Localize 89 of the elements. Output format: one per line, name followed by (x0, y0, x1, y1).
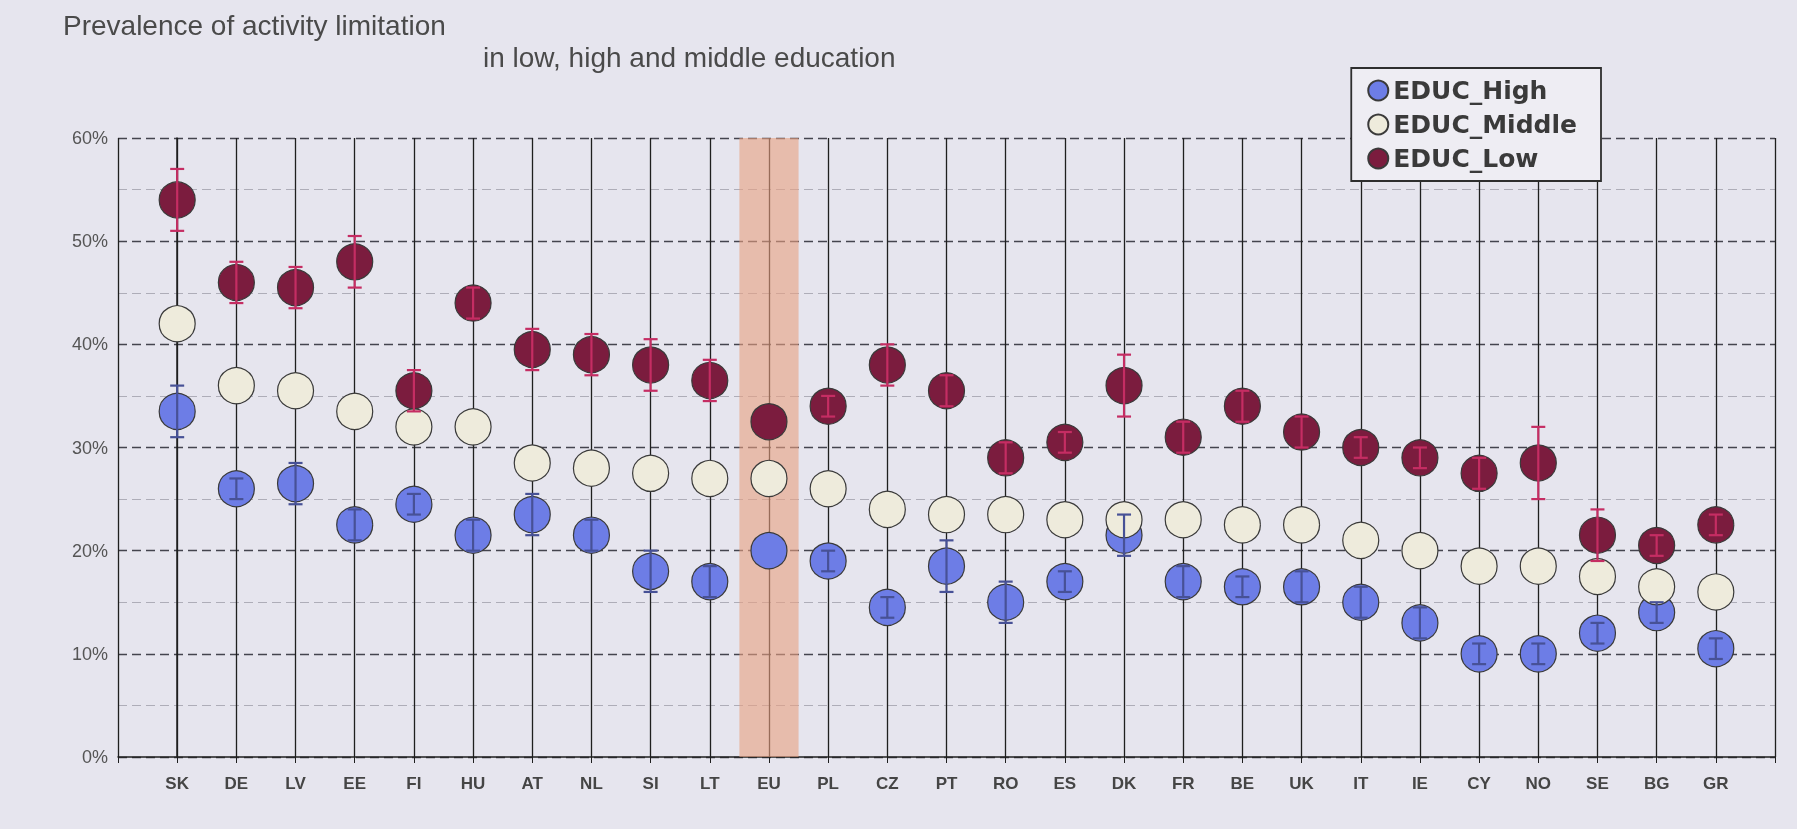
x-tick-label: RO (992, 774, 1019, 793)
point (158, 305, 196, 343)
x-tick-label: SI (642, 774, 659, 793)
point (868, 588, 906, 626)
point (927, 495, 966, 534)
point (1578, 557, 1617, 596)
point (1105, 367, 1143, 405)
point (1697, 630, 1735, 668)
point (868, 490, 906, 528)
point (572, 449, 611, 487)
point (1342, 521, 1380, 559)
point (217, 263, 255, 302)
point (1342, 428, 1380, 467)
point (809, 470, 847, 508)
x-tick-label: HU (460, 774, 486, 793)
x-tick-label: NO (1525, 774, 1552, 793)
x-tick-label: NL (580, 774, 603, 793)
y-tick-label: 10% (71, 643, 108, 664)
x-tick-label: IE (1411, 774, 1428, 793)
point (395, 408, 433, 446)
point (691, 361, 729, 400)
point (395, 372, 433, 410)
x-tick-label: LT (700, 774, 721, 793)
y-tick-label: 60% (71, 128, 108, 148)
x-tick-label: BG (1643, 774, 1670, 793)
point (1519, 444, 1557, 482)
chart-subtitle: in low, high and middle education (483, 41, 896, 73)
y-tick-label: 20% (71, 540, 108, 561)
point (691, 459, 729, 498)
point (276, 372, 315, 410)
x-tick-label: DE (224, 774, 249, 793)
point (158, 392, 196, 430)
x-tick-label: SE (1586, 774, 1609, 793)
point (750, 403, 788, 441)
point (1223, 506, 1261, 544)
point (1283, 506, 1321, 544)
x-tick-label: PL (817, 774, 840, 793)
point (1697, 573, 1735, 611)
point (987, 583, 1025, 621)
legend-label: EDUC_High (1393, 76, 1548, 105)
point (336, 392, 374, 430)
chart-title: Prevalence of activity limitation (63, 9, 446, 41)
point (1105, 501, 1143, 539)
point (513, 330, 551, 369)
point (809, 542, 847, 580)
point (1460, 547, 1498, 585)
x-tick-label: EU (757, 774, 781, 793)
x-tick-label: CZ (875, 774, 899, 793)
y-tick-label: 0% (81, 747, 108, 767)
y-tick-label: 30% (71, 437, 108, 458)
point (217, 367, 255, 405)
x-tick-label: LV (285, 774, 307, 793)
point (632, 552, 670, 590)
point (1519, 547, 1557, 585)
x-tick-label: AT (521, 774, 544, 793)
x-tick-label: BE (1230, 774, 1255, 793)
point (987, 495, 1025, 534)
x-tick-label: IT (1353, 774, 1369, 793)
point (513, 495, 551, 534)
point (1638, 526, 1676, 565)
x-tick-label: GR (1703, 774, 1729, 793)
x-tick-label: SK (165, 774, 190, 793)
point (454, 408, 492, 446)
point (1638, 568, 1676, 606)
x-tick-label: CY (1467, 774, 1492, 793)
x-tick-label: FI (406, 774, 422, 793)
point (158, 181, 196, 219)
point (1046, 501, 1084, 539)
point (868, 346, 906, 384)
point (632, 454, 670, 492)
point (1046, 423, 1084, 461)
point (632, 346, 670, 384)
y-tick-label: 40% (71, 334, 108, 355)
point (1401, 532, 1439, 570)
point (750, 459, 788, 498)
x-tick-label: PT (935, 774, 958, 793)
legend-label: EDUC_Low (1393, 144, 1539, 173)
y-tick-label: 50% (71, 231, 108, 252)
x-tick-label: UK (1289, 774, 1315, 793)
x-tick-label: EE (343, 774, 367, 793)
x-tick-label: FR (1171, 774, 1195, 793)
point (1164, 501, 1202, 539)
legend-label: EDUC_Middle (1393, 110, 1578, 139)
point (750, 532, 788, 570)
point (1046, 563, 1084, 601)
point (336, 243, 374, 281)
x-tick-label: ES (1053, 774, 1077, 793)
x-tick-label: DK (1111, 774, 1138, 793)
point (513, 444, 551, 482)
